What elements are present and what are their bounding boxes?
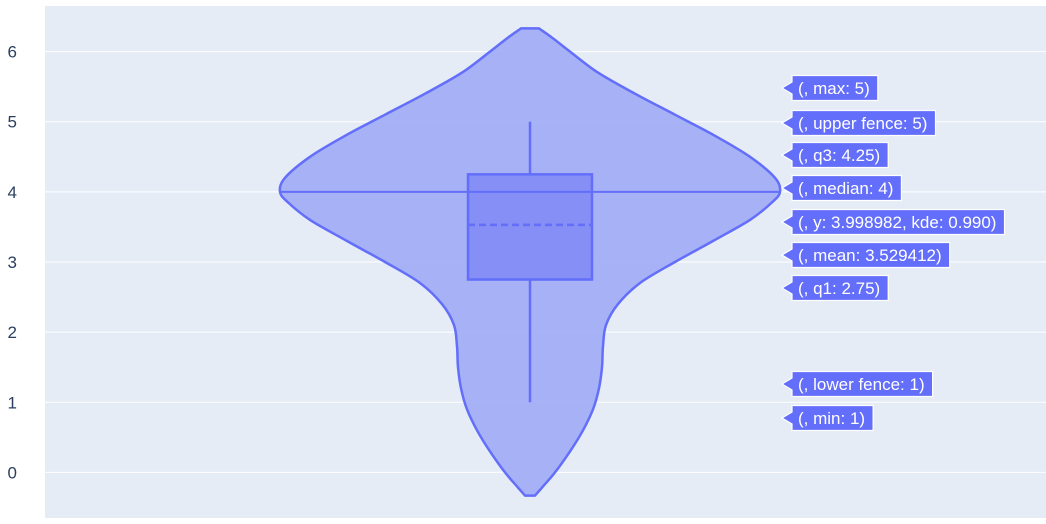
hover-label-mean: (, mean: 3.529412) bbox=[780, 241, 951, 269]
y-tick-label: 6 bbox=[8, 43, 17, 62]
hover-label-box bbox=[780, 404, 874, 432]
y-tick-label: 0 bbox=[8, 463, 17, 482]
hover-label-min: (, min: 1) bbox=[780, 404, 874, 432]
hover-label-box bbox=[780, 174, 903, 202]
hover-label-text: (, q1: 2.75) bbox=[798, 279, 880, 298]
hover-label-text: (, q3: 4.25) bbox=[798, 146, 880, 165]
y-tick-label: 3 bbox=[8, 253, 17, 272]
hover-label-text: (, lower fence: 1) bbox=[798, 375, 925, 394]
hover-label-box bbox=[780, 141, 889, 169]
iqr-box[interactable] bbox=[466, 173, 594, 281]
y-tick-label: 4 bbox=[8, 183, 17, 202]
hover-label-kde: (, y: 3.998982, kde: 0.990) bbox=[780, 208, 1006, 236]
hover-label-q1: (, q1: 2.75) bbox=[780, 274, 889, 302]
y-tick-label: 2 bbox=[8, 323, 17, 342]
hover-label-text: (, max: 5) bbox=[798, 79, 870, 98]
hover-label-box bbox=[780, 241, 951, 269]
hover-labels: (, max: 5) (, upper fence: 5) (, q3: 4.25)… bbox=[780, 74, 1006, 432]
hover-label-text: (, y: 3.998982, kde: 0.990) bbox=[798, 213, 996, 232]
hover-label-box bbox=[780, 109, 937, 137]
y-tick-label: 5 bbox=[8, 113, 17, 132]
hover-label-q3: (, q3: 4.25) bbox=[780, 141, 889, 169]
hover-label-text: (, mean: 3.529412) bbox=[798, 246, 942, 265]
hover-label-upper-fence: (, upper fence: 5) bbox=[780, 109, 937, 137]
hover-label-box bbox=[780, 74, 879, 102]
hover-label-text: (, median: 4) bbox=[798, 179, 893, 198]
hover-label-text: (, upper fence: 5) bbox=[798, 114, 927, 133]
inner-box[interactable] bbox=[280, 121, 780, 403]
hover-label-lower-fence: (, lower fence: 1) bbox=[780, 370, 934, 398]
hover-label-max: (, max: 5) bbox=[780, 74, 879, 102]
hover-label-box bbox=[780, 274, 889, 302]
hover-label-median: (, median: 4) bbox=[780, 174, 903, 202]
y-tick-label: 1 bbox=[8, 393, 17, 412]
hover-label-box bbox=[780, 370, 934, 398]
hover-label-box bbox=[780, 208, 1006, 236]
hover-label-text: (, min: 1) bbox=[798, 409, 865, 428]
y-axis-tick-labels: 0 1 2 3 4 5 6 bbox=[8, 43, 17, 483]
